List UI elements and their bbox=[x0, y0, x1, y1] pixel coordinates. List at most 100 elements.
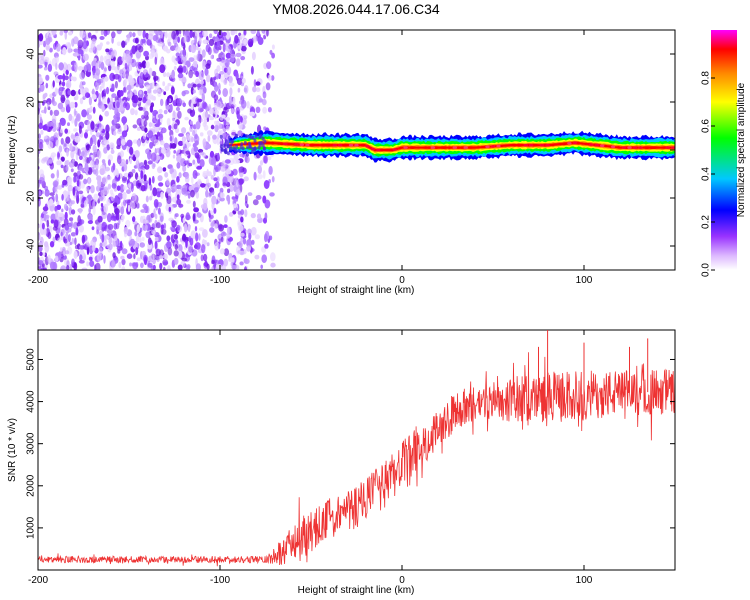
spectrogram-noise-speck bbox=[193, 146, 199, 152]
spectrogram-noise-speck bbox=[160, 98, 164, 107]
spectrogram-onset-speck bbox=[250, 150, 254, 154]
spectrogram-noise-speck bbox=[167, 247, 173, 256]
spectrogram-noise-speck bbox=[89, 137, 93, 147]
spectrogram-noise-speck bbox=[251, 51, 256, 61]
spectrogram-noise-speck bbox=[116, 41, 121, 47]
spectrogram-noise-speck bbox=[222, 31, 227, 37]
spectrogram-noise-speck bbox=[87, 177, 91, 185]
spectrogram-noise-speck bbox=[122, 191, 127, 200]
spectrogram-noise-speck bbox=[200, 80, 204, 85]
spectrogram-noise-speck bbox=[215, 164, 221, 172]
spectrogram-noise-speck bbox=[49, 225, 53, 233]
spectrogram-noise-speck bbox=[150, 265, 156, 270]
spectrogram-noise-speck bbox=[166, 178, 170, 186]
spectrogram-onset-speck bbox=[227, 135, 231, 140]
spectrogram-noise-speck bbox=[157, 89, 162, 97]
spectrogram-noise-speck bbox=[39, 116, 43, 125]
spectrogram-noise-speck bbox=[202, 111, 209, 120]
spectrogram-onset-speck bbox=[253, 138, 257, 143]
spectrogram-noise-speck bbox=[222, 88, 228, 97]
spectrogram-noise-speck bbox=[114, 105, 118, 115]
spectrogram-noise-speck bbox=[216, 176, 220, 183]
spectrogram-noise-speck bbox=[246, 101, 250, 109]
spectrogram-noise-speck bbox=[125, 159, 129, 165]
spectrogram-noise-speck bbox=[97, 139, 101, 148]
spectrogram-noise-speck bbox=[160, 224, 165, 230]
spectrogram-noise-speck bbox=[226, 233, 231, 239]
spectrogram-noise-speck bbox=[161, 228, 167, 235]
snr-panel: -200 -100 0 100 1000 2000 3000 4000 5000 Height… bbox=[7, 329, 676, 596]
spectrogram-noise-speck bbox=[91, 245, 96, 252]
spectrogram-noise-speck bbox=[163, 266, 166, 270]
spectrogram-noise-speck bbox=[51, 30, 57, 36]
spectrogram-peak-speck bbox=[572, 141, 578, 145]
spectrogram-y-axis-title: Frequency (Hz) bbox=[7, 116, 18, 185]
spectrogram-noise-speck bbox=[201, 244, 206, 254]
spectrogram-noise-speck bbox=[195, 45, 199, 51]
spectrogram-noise-speck bbox=[58, 145, 63, 153]
spectrogram-noise-speck bbox=[143, 120, 148, 127]
spectrogram-noise-speck bbox=[67, 122, 70, 127]
spectrogram-noise-speck bbox=[126, 33, 131, 41]
spectrogram-noise-speck bbox=[153, 208, 156, 218]
spectrogram-noise-speck bbox=[81, 234, 86, 244]
spectrogram-noise-speck bbox=[134, 150, 140, 158]
spectrogram-noise-speck bbox=[107, 229, 113, 235]
spectrogram-noise-speck bbox=[195, 121, 201, 130]
spectrogram-noise-speck bbox=[190, 189, 195, 198]
spectrogram-noise-speck bbox=[205, 189, 209, 198]
spectrogram-noise-speck bbox=[161, 127, 167, 134]
spectrogram-noise-speck bbox=[46, 219, 50, 228]
spectrogram-noise-speck bbox=[96, 252, 102, 262]
spectrogram-noise-speck bbox=[90, 129, 93, 136]
spectrogram-noise-speck bbox=[79, 30, 86, 39]
spectrogram-noise-speck bbox=[132, 32, 136, 38]
spectrogram-noise-speck bbox=[101, 104, 105, 113]
spectrogram-noise-speck bbox=[143, 256, 148, 266]
spectrogram-noise-speck bbox=[103, 203, 108, 213]
spectrogram-noise-speck bbox=[200, 254, 204, 262]
spectrogram-noise-speck bbox=[116, 245, 123, 251]
spectrogram-noise-speck bbox=[192, 130, 196, 137]
spectrogram-peak-speck bbox=[294, 143, 299, 146]
spectrogram-noise-speck bbox=[60, 128, 63, 134]
spectrogram-noise-speck bbox=[206, 117, 210, 122]
spectrogram-noise-speck bbox=[154, 236, 159, 242]
spectrogram-noise-speck bbox=[263, 180, 270, 189]
spectrogram-noise-speck bbox=[106, 144, 110, 151]
spectrogram-noise-speck bbox=[116, 185, 121, 191]
spectrogram-noise-speck bbox=[40, 54, 45, 61]
spectrogram-noise-speck bbox=[38, 64, 43, 69]
spectrogram-noise-speck bbox=[246, 245, 252, 252]
spectrogram-peak-speck bbox=[348, 143, 354, 147]
spectrogram-noise-speck bbox=[86, 261, 89, 267]
spectrogram-noise-speck bbox=[177, 36, 181, 43]
spectrogram-noise-speck bbox=[159, 64, 166, 74]
snr-y-tick-label: 2000 bbox=[26, 474, 37, 497]
spectrogram-noise-speck bbox=[159, 212, 164, 222]
spectrogram-noise-speck bbox=[141, 215, 146, 224]
spectrogram-noise-speck bbox=[236, 179, 239, 188]
spectrogram-noise-speck bbox=[129, 157, 132, 165]
spectrogram-noise-speck bbox=[53, 71, 59, 76]
spectrogram-x-tick-label: 100 bbox=[576, 275, 593, 286]
spectrogram-noise-speck bbox=[105, 86, 110, 95]
spectrogram-noise-speck bbox=[174, 244, 179, 250]
spectrogram-noise-speck bbox=[166, 96, 170, 106]
spectrogram-noise-speck bbox=[81, 147, 87, 152]
spectrogram-noise-speck bbox=[44, 156, 50, 162]
spectrogram-noise-speck bbox=[56, 185, 63, 190]
spectrogram-noise-speck bbox=[192, 124, 197, 130]
spectrogram-noise-speck bbox=[227, 188, 231, 194]
spectrogram-noise-speck bbox=[219, 141, 223, 146]
spectrogram-noise-speck bbox=[61, 81, 66, 87]
spectrogram-noise-speck bbox=[188, 162, 193, 167]
spectrogram-onset-speck bbox=[227, 139, 231, 144]
spectrogram-noise-speck bbox=[177, 110, 182, 119]
spectrogram-noise-speck bbox=[195, 191, 200, 199]
spectrogram-noise-speck bbox=[107, 223, 114, 231]
spectrogram-noise-speck bbox=[38, 33, 44, 42]
spectrogram-noise-speck bbox=[94, 81, 99, 91]
spectrogram-noise-speck bbox=[89, 105, 93, 113]
spectrogram-onset-speck bbox=[262, 146, 266, 151]
